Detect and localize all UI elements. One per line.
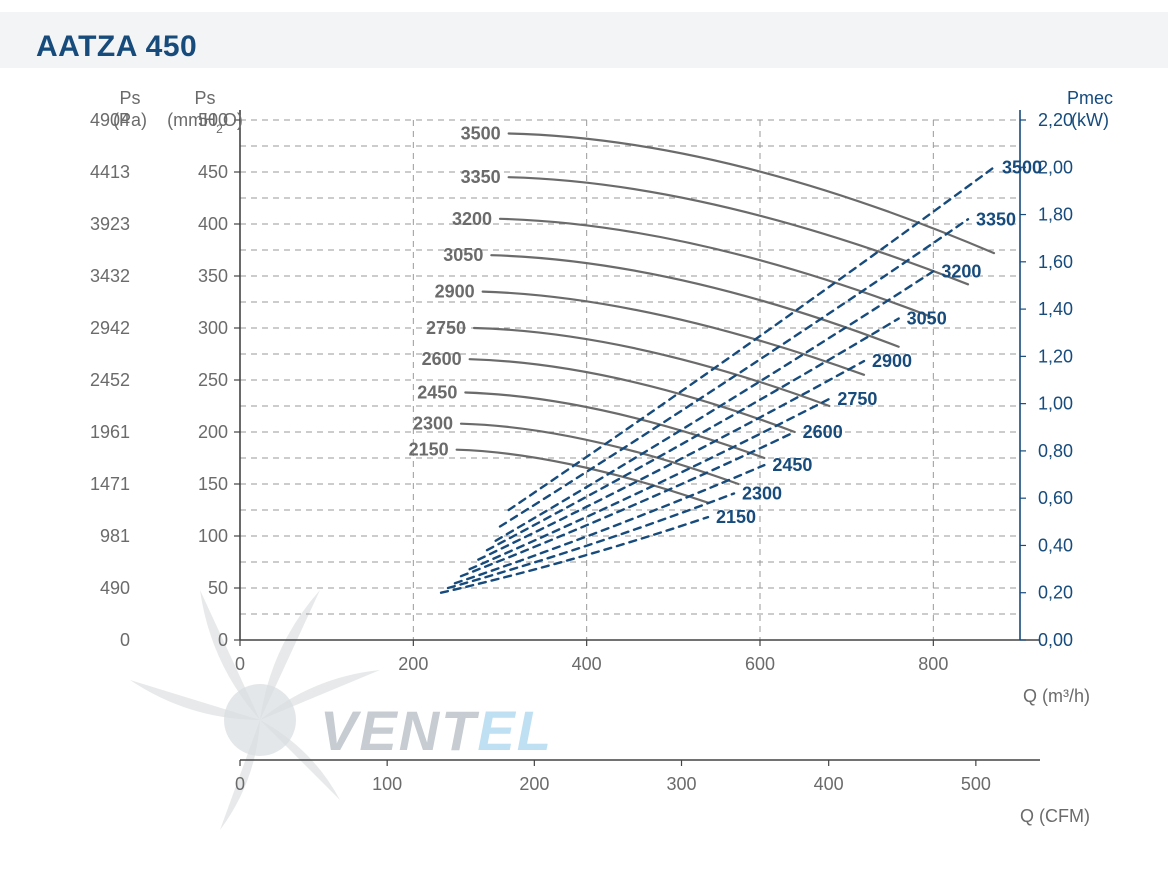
svg-text:1,00: 1,00: [1038, 394, 1073, 414]
svg-text:3350: 3350: [461, 167, 501, 187]
svg-text:2900: 2900: [872, 351, 912, 371]
svg-text:450: 450: [198, 162, 228, 182]
svg-text:Q (m³/h): Q (m³/h): [1023, 686, 1090, 706]
svg-text:350: 350: [198, 266, 228, 286]
svg-text:800: 800: [918, 654, 948, 674]
svg-text:1,60: 1,60: [1038, 252, 1073, 272]
svg-text:2600: 2600: [422, 349, 462, 369]
svg-text:3050: 3050: [443, 245, 483, 265]
svg-text:3350: 3350: [976, 209, 1016, 229]
svg-text:0: 0: [218, 630, 228, 650]
svg-text:2,00: 2,00: [1038, 157, 1073, 177]
svg-text:600: 600: [745, 654, 775, 674]
svg-text:1,40: 1,40: [1038, 299, 1073, 319]
svg-text:2900: 2900: [435, 282, 475, 302]
svg-text:(kW): (kW): [1071, 110, 1109, 130]
svg-text:2,20: 2,20: [1038, 110, 1073, 130]
svg-text:300: 300: [666, 774, 696, 794]
svg-text:1,20: 1,20: [1038, 346, 1073, 366]
svg-text:Ps: Ps: [194, 88, 215, 108]
svg-text:100: 100: [372, 774, 402, 794]
svg-text:Q (CFM): Q (CFM): [1020, 806, 1090, 826]
svg-text:2452: 2452: [90, 370, 130, 390]
svg-text:4413: 4413: [90, 162, 130, 182]
svg-text:3500: 3500: [1002, 157, 1042, 177]
svg-text:2300: 2300: [742, 483, 782, 503]
svg-text:2450: 2450: [417, 382, 457, 402]
svg-text:4904: 4904: [90, 110, 130, 130]
svg-text:3923: 3923: [90, 214, 130, 234]
title-bar: AATZA 450: [0, 12, 1168, 68]
svg-text:3200: 3200: [452, 209, 492, 229]
svg-text:0: 0: [120, 630, 130, 650]
svg-text:Pmec: Pmec: [1067, 88, 1113, 108]
fan-curve-chart: VENTELPs(Pa)Ps(mmH2O)Pmec(kW)00490509811…: [0, 80, 1168, 860]
svg-text:2450: 2450: [772, 455, 812, 475]
svg-text:1471: 1471: [90, 474, 130, 494]
svg-text:2600: 2600: [803, 422, 843, 442]
svg-text:2750: 2750: [837, 389, 877, 409]
svg-text:500: 500: [961, 774, 991, 794]
svg-text:0,80: 0,80: [1038, 441, 1073, 461]
svg-text:981: 981: [100, 526, 130, 546]
svg-text:50: 50: [208, 578, 228, 598]
page-root: AATZA 450 VENTELPs(Pa)Ps(mmH2O)Pmec(kW)0…: [0, 0, 1168, 879]
svg-text:0,00: 0,00: [1038, 630, 1073, 650]
svg-text:VENTEL: VENTEL: [320, 699, 553, 762]
svg-text:1,80: 1,80: [1038, 205, 1073, 225]
svg-text:100: 100: [198, 526, 228, 546]
svg-text:0: 0: [235, 774, 245, 794]
svg-text:0,60: 0,60: [1038, 488, 1073, 508]
svg-text:400: 400: [814, 774, 844, 794]
svg-text:200: 200: [519, 774, 549, 794]
svg-text:2942: 2942: [90, 318, 130, 338]
svg-text:Ps: Ps: [119, 88, 140, 108]
svg-text:200: 200: [398, 654, 428, 674]
svg-text:2150: 2150: [409, 440, 449, 460]
svg-text:300: 300: [198, 318, 228, 338]
svg-text:400: 400: [572, 654, 602, 674]
svg-text:3050: 3050: [907, 309, 947, 329]
svg-text:2300: 2300: [413, 414, 453, 434]
svg-text:500: 500: [198, 110, 228, 130]
svg-text:2150: 2150: [716, 507, 756, 527]
svg-text:490: 490: [100, 578, 130, 598]
svg-text:3500: 3500: [461, 124, 501, 144]
svg-text:0: 0: [235, 654, 245, 674]
svg-text:3200: 3200: [941, 261, 981, 281]
svg-text:1961: 1961: [90, 422, 130, 442]
chart-container: VENTELPs(Pa)Ps(mmH2O)Pmec(kW)00490509811…: [0, 80, 1168, 860]
svg-text:0,40: 0,40: [1038, 535, 1073, 555]
svg-text:200: 200: [198, 422, 228, 442]
chart-title: AATZA 450: [36, 30, 197, 64]
svg-text:0,20: 0,20: [1038, 583, 1073, 603]
svg-text:150: 150: [198, 474, 228, 494]
svg-text:400: 400: [198, 214, 228, 234]
svg-text:3432: 3432: [90, 266, 130, 286]
svg-text:250: 250: [198, 370, 228, 390]
svg-text:2750: 2750: [426, 318, 466, 338]
